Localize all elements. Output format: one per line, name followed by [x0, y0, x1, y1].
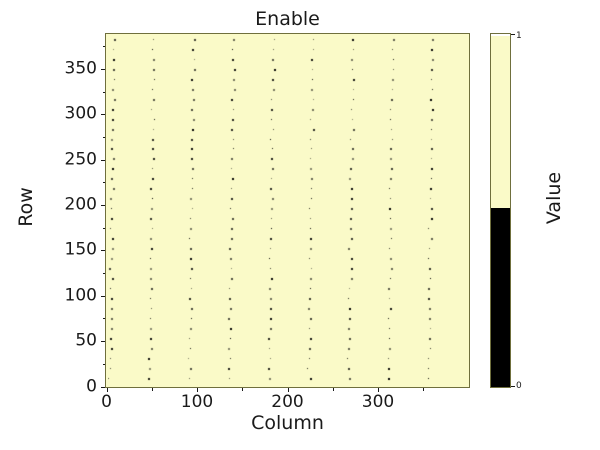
y-axis-tick-labels: 0 50 100 150 200 250 300 350: [0, 0, 97, 450]
x-axis-label: Column: [251, 412, 324, 434]
x-tick-minor: [423, 388, 425, 391]
y-tick-label: 300: [64, 103, 97, 124]
y-tick-major: [101, 341, 105, 343]
y-tick-major: [101, 250, 105, 252]
y-tick-major: [101, 68, 105, 70]
page-title: Enable: [255, 8, 320, 30]
y-axis-label: Row: [15, 187, 37, 227]
y-tick-minor: [102, 318, 105, 320]
y-tick-minor: [102, 137, 105, 138]
y-tick-label: 150: [64, 239, 97, 260]
x-tick-minor: [242, 388, 244, 391]
colorbar-tick-min: [511, 386, 515, 387]
colorbar-segment-high: [491, 35, 510, 208]
y-tick-label: 350: [64, 58, 97, 79]
x-tick-label: 200: [271, 392, 304, 412]
y-tick-minor: [102, 363, 105, 365]
colorbar-label: Value: [543, 171, 565, 225]
colorbar-segment-low: [491, 207, 510, 387]
x-tick-major: [197, 388, 198, 392]
colorbar-tick-max: [511, 34, 515, 35]
colorbar: [490, 33, 511, 388]
y-tick-label: 50: [75, 330, 97, 351]
x-tick-label: 300: [361, 392, 395, 412]
y-tick-label: 200: [64, 194, 97, 215]
y-tick-label: 0: [86, 376, 97, 396]
y-tick-major: [101, 386, 105, 388]
y-tick-minor: [102, 273, 105, 275]
y-tick-minor: [102, 227, 105, 229]
heatmap-image: [107, 35, 469, 387]
x-tick-minor: [151, 388, 153, 391]
y-tick-minor: [102, 91, 105, 93]
y-tick-major: [101, 159, 105, 161]
heatmap-plot-area: [105, 33, 470, 388]
colorbar-ticklabel-max: 1: [516, 31, 522, 41]
colorbar-ticklabel-min: 0: [516, 381, 522, 391]
y-tick-minor: [102, 46, 105, 48]
y-tick-major: [101, 205, 105, 207]
x-tick-label: 0: [101, 392, 112, 412]
x-tick-minor: [332, 388, 334, 391]
y-tick-label: 250: [64, 149, 97, 170]
y-tick-major: [101, 295, 105, 297]
x-tick-major: [106, 388, 108, 392]
y-tick-label: 100: [64, 285, 97, 306]
x-tick-major: [378, 388, 379, 392]
x-tick-major: [287, 388, 289, 392]
y-tick-major: [101, 114, 105, 116]
x-tick-label: 100: [180, 392, 214, 412]
y-tick-minor: [102, 182, 105, 184]
